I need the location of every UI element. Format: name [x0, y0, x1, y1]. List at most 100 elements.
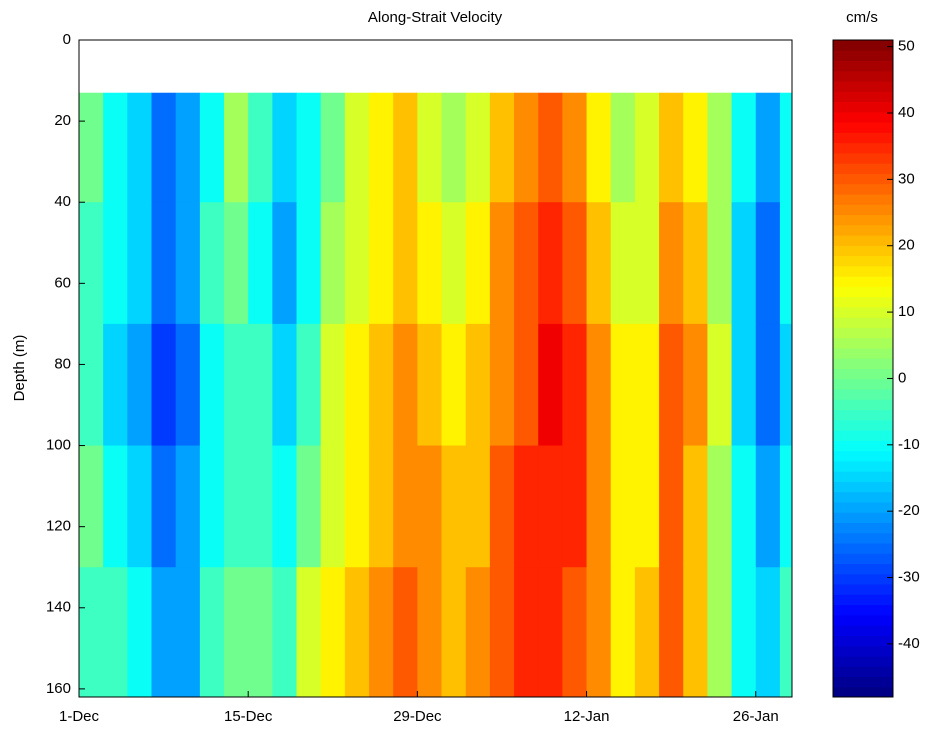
heatmap-cell: [441, 445, 467, 568]
heatmap-cell: [659, 92, 684, 203]
heatmap-cell: [779, 323, 793, 447]
heatmap-cell: [731, 445, 757, 568]
colorbar-swatch: [833, 430, 893, 441]
heatmap-cell: [489, 92, 515, 203]
heatmap-cell: [417, 567, 443, 698]
heatmap-cell: [175, 92, 201, 203]
heatmap-cell: [127, 323, 153, 447]
heatmap-cell: [103, 445, 128, 568]
heatmap-cell: [514, 92, 539, 203]
colorbar-swatch: [833, 440, 893, 452]
colorbar-swatch: [833, 70, 893, 82]
heatmap-cell: [514, 202, 539, 325]
heatmap-cell: [586, 202, 612, 325]
heatmap-cell: [538, 202, 563, 325]
heatmap-cell: [465, 202, 491, 325]
heatmap-cell: [369, 92, 394, 203]
y-tick-label: 160: [46, 680, 71, 697]
colorbar-swatch: [833, 389, 893, 400]
colorbar-swatch: [833, 491, 893, 503]
heatmap-cell: [489, 202, 515, 325]
heatmap-cell: [320, 92, 346, 203]
heatmap-cell: [441, 323, 467, 447]
colorbar-swatch: [833, 522, 893, 534]
colorbar-swatch: [833, 481, 893, 493]
heatmap-cell: [393, 323, 418, 447]
heatmap-cell: [320, 202, 346, 325]
heatmap-cell: [248, 323, 273, 447]
colorbar-swatch: [833, 173, 893, 185]
chart-title: Along-Strait Velocity: [368, 9, 503, 26]
colorbar-tick-label: 0: [898, 369, 906, 386]
colorbar-frame: [832, 39, 894, 698]
colorbar-swatch: [833, 532, 893, 544]
colorbar-swatch: [833, 204, 893, 216]
x-tick-label: 15-Dec: [224, 708, 273, 725]
colorbar-swatch: [833, 224, 893, 236]
heatmap-cell: [659, 323, 684, 447]
heatmap-cell: [514, 323, 539, 447]
heatmap-cell: [417, 92, 443, 203]
heatmap-cell: [272, 445, 298, 568]
heatmap-cell: [296, 445, 322, 568]
heatmap-cell: [296, 92, 322, 203]
heatmap-cell: [224, 92, 249, 203]
heatmap-cell: [296, 323, 322, 447]
heatmap-cell: [634, 567, 660, 698]
y-tick-label: 100: [46, 437, 71, 454]
y-tick-label: 60: [54, 274, 71, 291]
heatmap-cell: [344, 445, 370, 568]
heatmap-cell: [79, 323, 104, 447]
heatmap-cell: [224, 445, 249, 568]
colorbar-swatch: [833, 399, 893, 411]
heatmap-cell: [320, 567, 346, 698]
colorbar-swatch: [833, 245, 893, 257]
heatmap-cell: [393, 92, 418, 203]
colorbar-tick-label: -20: [898, 502, 920, 519]
colorbar-swatch: [833, 594, 893, 606]
colorbar-swatch: [833, 347, 893, 359]
colorbar-swatch: [833, 142, 893, 154]
colorbar-swatch: [833, 645, 893, 657]
heatmap-cell: [224, 567, 249, 698]
heatmap-cell: [393, 445, 418, 568]
colorbar-swatch: [833, 471, 893, 482]
heatmap-cell: [755, 445, 781, 568]
heatmap-cell: [586, 567, 612, 698]
heatmap-cell: [199, 567, 225, 698]
heatmap-cell: [586, 92, 612, 203]
heatmap-cell: [344, 323, 370, 447]
heatmap-cell: [344, 202, 370, 325]
heatmap-cell: [248, 445, 273, 568]
y-tick-label: 20: [54, 112, 71, 129]
heatmap-cell: [731, 323, 757, 447]
heatmap-cell: [755, 567, 781, 698]
heatmap-cell: [731, 92, 757, 203]
colorbar-swatch: [833, 265, 893, 277]
heatmap-cell: [659, 567, 684, 698]
plot-frame: [78, 39, 793, 698]
colorbar-swatch: [833, 81, 893, 92]
colorbar-swatch: [833, 655, 893, 667]
colorbar-tick-label: 50: [898, 38, 915, 55]
heatmap-cell: [465, 323, 491, 447]
heatmap-cell: [707, 567, 733, 698]
heatmap-cell: [562, 323, 588, 447]
heatmap-cell: [199, 323, 225, 447]
colorbar-label: cm/s: [846, 9, 878, 26]
heatmap-cell: [151, 202, 177, 325]
heatmap-cell: [224, 202, 249, 325]
colorbar-swatch: [833, 676, 893, 688]
heatmap-cell: [610, 567, 636, 698]
heatmap-cell: [562, 202, 588, 325]
heatmap-cell: [562, 445, 588, 568]
heatmap-cell: [610, 323, 636, 447]
heatmap-cell: [417, 323, 443, 447]
colorbar-tick-label: -10: [898, 436, 920, 453]
heatmap-cell: [779, 445, 793, 568]
colorbar-swatch: [833, 255, 893, 267]
heatmap-cell: [731, 202, 757, 325]
heatmap-cell: [779, 92, 793, 203]
heatmap-cell: [489, 323, 515, 447]
y-tick-label: 140: [46, 599, 71, 616]
